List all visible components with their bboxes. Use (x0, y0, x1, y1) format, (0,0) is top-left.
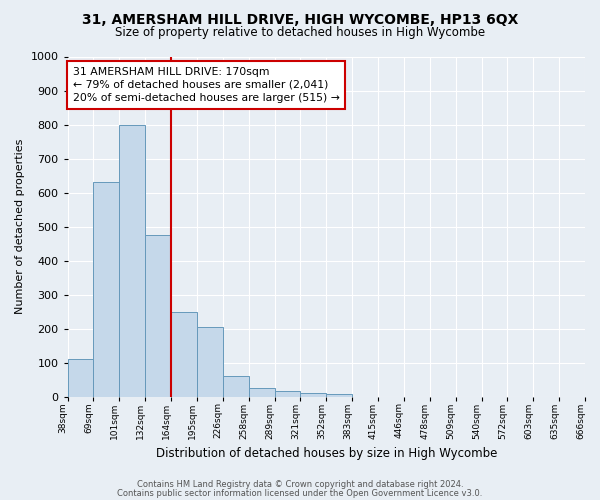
Bar (197, 327, 223, 396)
X-axis label: Distribution of detached houses by size in High Wycombe: Distribution of detached houses by size … (155, 447, 497, 460)
Text: 31, AMERSHAM HILL DRIVE, HIGH WYCOMBE, HP13 6QX: 31, AMERSHAM HILL DRIVE, HIGH WYCOMBE, H… (82, 12, 518, 26)
Bar (326, 394, 352, 396)
Bar (248, 388, 275, 396)
Text: Contains HM Land Registry data © Crown copyright and database right 2024.: Contains HM Land Registry data © Crown c… (137, 480, 463, 489)
Bar (171, 312, 197, 396)
Text: 31 AMERSHAM HILL DRIVE: 170sqm
← 79% of detached houses are smaller (2,041)
20% : 31 AMERSHAM HILL DRIVE: 170sqm ← 79% of … (73, 66, 340, 103)
Text: Size of property relative to detached houses in High Wycombe: Size of property relative to detached ho… (115, 26, 485, 39)
Text: Contains public sector information licensed under the Open Government Licence v3: Contains public sector information licen… (118, 488, 482, 498)
Bar (68, 360, 94, 397)
Bar (301, 394, 326, 396)
Bar (275, 390, 301, 396)
Y-axis label: Number of detached properties: Number of detached properties (15, 139, 25, 314)
Bar (94, 182, 119, 396)
Bar (145, 235, 171, 396)
Bar (119, 124, 145, 396)
Bar (223, 376, 248, 396)
